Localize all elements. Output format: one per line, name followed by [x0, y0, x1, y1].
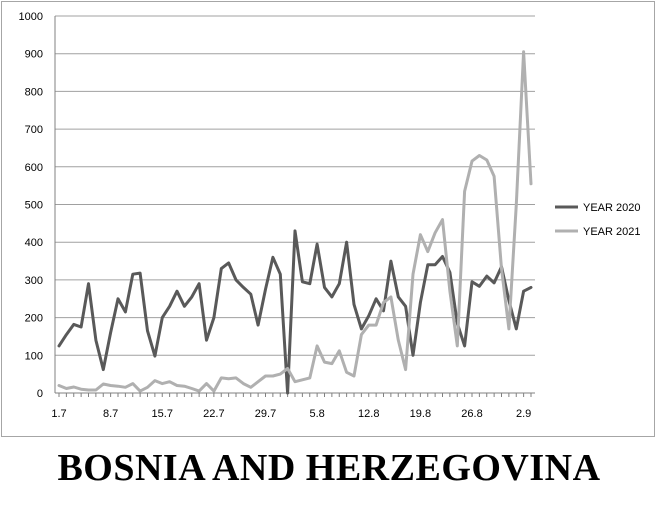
y-tick-label-200: 200 — [25, 313, 43, 325]
series-line-1 — [57, 229, 533, 395]
y-tick-label-400: 400 — [25, 237, 43, 249]
x-tick-label: 8.7 — [103, 408, 118, 420]
legend: YEAR 2020 YEAR 2021 — [555, 202, 640, 238]
x-tick-label: 5.8 — [309, 408, 324, 420]
x-tick-label: 1.7 — [51, 408, 66, 420]
y-tick-label-700: 700 — [25, 124, 43, 136]
x-tick-label: 26.8 — [461, 408, 482, 420]
y-tick-label-300: 300 — [25, 275, 43, 287]
y-tick-label-600: 600 — [25, 162, 43, 174]
x-tick-label: 29.7 — [255, 408, 276, 420]
y-tick-label-800: 800 — [25, 86, 43, 98]
x-tick-label: 12.8 — [358, 408, 379, 420]
x-axis: 1.7 8.7 15.7 22.7 29.7 5.8 12.8 19.8 26.8 2.9 — [51, 392, 535, 420]
country-caption: BOSNIA AND HERZEGOVINA — [57, 447, 601, 489]
series-lines — [57, 50, 533, 395]
y-tick-label-500: 500 — [25, 200, 43, 212]
y-axis: 0 100 200 300 400 500 600 700 800 900 1000 — [19, 11, 56, 400]
y-tick-label-0: 0 — [37, 388, 43, 400]
x-tick-label: 2.9 — [516, 408, 531, 420]
x-tick-label: 15.7 — [152, 408, 173, 420]
y-tick-label-1000: 1000 — [19, 11, 43, 23]
legend-label-1: YEAR 2020 — [583, 202, 640, 214]
y-tick-label-900: 900 — [25, 49, 43, 61]
legend-label-2: YEAR 2021 — [583, 226, 640, 238]
y-tick-label-100: 100 — [25, 350, 43, 362]
series-line-2 — [57, 50, 533, 393]
x-tick-label: 19.8 — [410, 408, 431, 420]
x-tick-label: 22.7 — [203, 408, 224, 420]
